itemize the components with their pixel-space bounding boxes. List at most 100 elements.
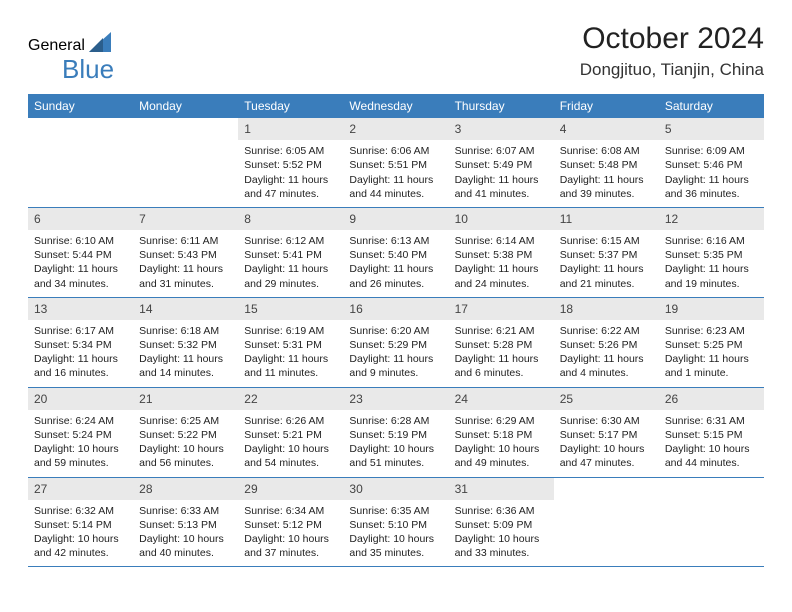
day-number: 4	[554, 118, 659, 140]
calendar-cell: 5Sunrise: 6:09 AMSunset: 5:46 PMDaylight…	[659, 118, 764, 207]
calendar-cell: ..	[28, 118, 133, 207]
calendar-cell: 8Sunrise: 6:12 AMSunset: 5:41 PMDaylight…	[238, 207, 343, 297]
day-body: Sunrise: 6:07 AMSunset: 5:49 PMDaylight:…	[449, 140, 554, 207]
day-body: Sunrise: 6:32 AMSunset: 5:14 PMDaylight:…	[28, 500, 133, 567]
day-number: 22	[238, 388, 343, 410]
day-body: Sunrise: 6:09 AMSunset: 5:46 PMDaylight:…	[659, 140, 764, 207]
day-number: 8	[238, 208, 343, 230]
calendar-cell: 25Sunrise: 6:30 AMSunset: 5:17 PMDayligh…	[554, 387, 659, 477]
day-number: 30	[343, 478, 448, 500]
logo-blue: Blue	[62, 54, 114, 84]
day-body: Sunrise: 6:12 AMSunset: 5:41 PMDaylight:…	[238, 230, 343, 297]
day-body: Sunrise: 6:19 AMSunset: 5:31 PMDaylight:…	[238, 320, 343, 387]
calendar-cell: 29Sunrise: 6:34 AMSunset: 5:12 PMDayligh…	[238, 477, 343, 567]
calendar-cell: 2Sunrise: 6:06 AMSunset: 5:51 PMDaylight…	[343, 118, 448, 207]
day-number: 7	[133, 208, 238, 230]
calendar-cell: 1Sunrise: 6:05 AMSunset: 5:52 PMDaylight…	[238, 118, 343, 207]
calendar-cell: 24Sunrise: 6:29 AMSunset: 5:18 PMDayligh…	[449, 387, 554, 477]
calendar-row: 27Sunrise: 6:32 AMSunset: 5:14 PMDayligh…	[28, 477, 764, 567]
day-body: Sunrise: 6:17 AMSunset: 5:34 PMDaylight:…	[28, 320, 133, 387]
calendar-cell: 13Sunrise: 6:17 AMSunset: 5:34 PMDayligh…	[28, 297, 133, 387]
day-number: 14	[133, 298, 238, 320]
calendar-row: 6Sunrise: 6:10 AMSunset: 5:44 PMDaylight…	[28, 207, 764, 297]
calendar-cell: 12Sunrise: 6:16 AMSunset: 5:35 PMDayligh…	[659, 207, 764, 297]
calendar-cell: ..	[659, 477, 764, 567]
day-body: Sunrise: 6:13 AMSunset: 5:40 PMDaylight:…	[343, 230, 448, 297]
day-body: Sunrise: 6:35 AMSunset: 5:10 PMDaylight:…	[343, 500, 448, 567]
calendar-cell: 19Sunrise: 6:23 AMSunset: 5:25 PMDayligh…	[659, 297, 764, 387]
day-body: Sunrise: 6:08 AMSunset: 5:48 PMDaylight:…	[554, 140, 659, 207]
calendar-cell: 27Sunrise: 6:32 AMSunset: 5:14 PMDayligh…	[28, 477, 133, 567]
calendar-body: ....1Sunrise: 6:05 AMSunset: 5:52 PMDayl…	[28, 118, 764, 567]
calendar-cell: 16Sunrise: 6:20 AMSunset: 5:29 PMDayligh…	[343, 297, 448, 387]
calendar-cell: 4Sunrise: 6:08 AMSunset: 5:48 PMDaylight…	[554, 118, 659, 207]
calendar-cell: 6Sunrise: 6:10 AMSunset: 5:44 PMDaylight…	[28, 207, 133, 297]
header-friday: Friday	[554, 94, 659, 118]
day-body: Sunrise: 6:33 AMSunset: 5:13 PMDaylight:…	[133, 500, 238, 567]
day-number: 5	[659, 118, 764, 140]
calendar-cell: ..	[133, 118, 238, 207]
calendar-cell: 11Sunrise: 6:15 AMSunset: 5:37 PMDayligh…	[554, 207, 659, 297]
day-number: 19	[659, 298, 764, 320]
calendar-row: ....1Sunrise: 6:05 AMSunset: 5:52 PMDayl…	[28, 118, 764, 207]
calendar-cell: 17Sunrise: 6:21 AMSunset: 5:28 PMDayligh…	[449, 297, 554, 387]
calendar-cell: 15Sunrise: 6:19 AMSunset: 5:31 PMDayligh…	[238, 297, 343, 387]
calendar-cell: ..	[554, 477, 659, 567]
day-number: 18	[554, 298, 659, 320]
day-body: Sunrise: 6:29 AMSunset: 5:18 PMDaylight:…	[449, 410, 554, 477]
day-body: Sunrise: 6:11 AMSunset: 5:43 PMDaylight:…	[133, 230, 238, 297]
day-number: 23	[343, 388, 448, 410]
day-body: Sunrise: 6:05 AMSunset: 5:52 PMDaylight:…	[238, 140, 343, 207]
day-number: 29	[238, 478, 343, 500]
logo-general: General	[28, 37, 85, 55]
day-number: 11	[554, 208, 659, 230]
day-body: Sunrise: 6:20 AMSunset: 5:29 PMDaylight:…	[343, 320, 448, 387]
calendar-cell: 18Sunrise: 6:22 AMSunset: 5:26 PMDayligh…	[554, 297, 659, 387]
day-body: Sunrise: 6:15 AMSunset: 5:37 PMDaylight:…	[554, 230, 659, 297]
calendar-cell: 30Sunrise: 6:35 AMSunset: 5:10 PMDayligh…	[343, 477, 448, 567]
calendar-cell: 14Sunrise: 6:18 AMSunset: 5:32 PMDayligh…	[133, 297, 238, 387]
header-sunday: Sunday	[28, 94, 133, 118]
day-number: 25	[554, 388, 659, 410]
calendar-table: Sunday Monday Tuesday Wednesday Thursday…	[28, 94, 764, 567]
day-body: Sunrise: 6:31 AMSunset: 5:15 PMDaylight:…	[659, 410, 764, 477]
calendar-cell: 20Sunrise: 6:24 AMSunset: 5:24 PMDayligh…	[28, 387, 133, 477]
day-number: 27	[28, 478, 133, 500]
day-body: Sunrise: 6:25 AMSunset: 5:22 PMDaylight:…	[133, 410, 238, 477]
calendar-cell: 23Sunrise: 6:28 AMSunset: 5:19 PMDayligh…	[343, 387, 448, 477]
day-number: 10	[449, 208, 554, 230]
day-number: 16	[343, 298, 448, 320]
calendar-cell: 28Sunrise: 6:33 AMSunset: 5:13 PMDayligh…	[133, 477, 238, 567]
title-location: Dongjituo, Tianjin, China	[580, 60, 764, 80]
header-tuesday: Tuesday	[238, 94, 343, 118]
day-body: Sunrise: 6:28 AMSunset: 5:19 PMDaylight:…	[343, 410, 448, 477]
title-month: October 2024	[580, 22, 764, 56]
logo-blue-row: Blue	[28, 54, 114, 85]
header-wednesday: Wednesday	[343, 94, 448, 118]
calendar-cell: 9Sunrise: 6:13 AMSunset: 5:40 PMDaylight…	[343, 207, 448, 297]
header-saturday: Saturday	[659, 94, 764, 118]
day-body: Sunrise: 6:16 AMSunset: 5:35 PMDaylight:…	[659, 230, 764, 297]
day-body: Sunrise: 6:06 AMSunset: 5:51 PMDaylight:…	[343, 140, 448, 207]
header-monday: Monday	[133, 94, 238, 118]
day-number: 21	[133, 388, 238, 410]
calendar-cell: 21Sunrise: 6:25 AMSunset: 5:22 PMDayligh…	[133, 387, 238, 477]
day-number: 20	[28, 388, 133, 410]
calendar-cell: 26Sunrise: 6:31 AMSunset: 5:15 PMDayligh…	[659, 387, 764, 477]
day-number: 9	[343, 208, 448, 230]
header: General October 2024 Dongjituo, Tianjin,…	[28, 22, 764, 80]
calendar-row: 20Sunrise: 6:24 AMSunset: 5:24 PMDayligh…	[28, 387, 764, 477]
day-number: 13	[28, 298, 133, 320]
day-body: Sunrise: 6:10 AMSunset: 5:44 PMDaylight:…	[28, 230, 133, 297]
calendar-row: 13Sunrise: 6:17 AMSunset: 5:34 PMDayligh…	[28, 297, 764, 387]
day-body: Sunrise: 6:24 AMSunset: 5:24 PMDaylight:…	[28, 410, 133, 477]
day-number: 2	[343, 118, 448, 140]
day-body: Sunrise: 6:34 AMSunset: 5:12 PMDaylight:…	[238, 500, 343, 567]
day-body: Sunrise: 6:18 AMSunset: 5:32 PMDaylight:…	[133, 320, 238, 387]
calendar-page: General October 2024 Dongjituo, Tianjin,…	[0, 0, 792, 612]
day-body: Sunrise: 6:14 AMSunset: 5:38 PMDaylight:…	[449, 230, 554, 297]
day-number: 6	[28, 208, 133, 230]
calendar-cell: 22Sunrise: 6:26 AMSunset: 5:21 PMDayligh…	[238, 387, 343, 477]
day-body: Sunrise: 6:22 AMSunset: 5:26 PMDaylight:…	[554, 320, 659, 387]
calendar-cell: 10Sunrise: 6:14 AMSunset: 5:38 PMDayligh…	[449, 207, 554, 297]
